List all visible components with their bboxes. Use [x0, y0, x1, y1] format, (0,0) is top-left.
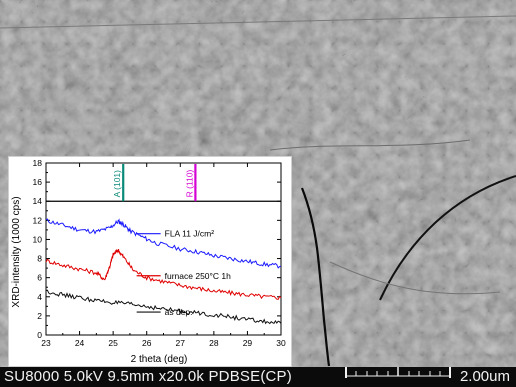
series-line [45, 218, 282, 269]
x-tick-label: 30 [276, 338, 286, 348]
y-tick-label: 16 [33, 177, 43, 187]
legend-label: FLA 11 J/cm² [165, 229, 215, 239]
sem-crack-vertical [300, 187, 331, 367]
scale-bar [345, 367, 451, 378]
y-tick-label: 18 [33, 158, 43, 168]
y-tick-label: 6 [37, 273, 42, 283]
y-tick-label: 8 [37, 254, 42, 264]
sem-status-bar: SU8000 5.0kV 9.5mm x20.0k PDBSE(CP) 2.00… [0, 367, 516, 387]
y-tick-label: 4 [37, 292, 42, 302]
legend-label: furnace 250°C 1h [165, 271, 232, 281]
y-tick-label: 0 [37, 330, 42, 340]
chart-y-axis-label: XRD-intensity (1000 cps) [11, 196, 22, 307]
y-tick-label: 14 [33, 196, 43, 206]
sem-scratch-faint [269, 139, 471, 151]
series-line [45, 248, 282, 300]
xrd-chart-svg: XRD-intensity (1000 cps) 2 theta (deg) 0… [11, 158, 286, 365]
x-tick-label: 27 [176, 338, 186, 348]
x-tick-label: 23 [41, 338, 51, 348]
x-tick-label: 25 [108, 338, 118, 348]
y-tick-label: 10 [33, 234, 43, 244]
scale-bar-label: 2.00um [459, 368, 510, 385]
sem-edge-seam [0, 15, 516, 29]
x-tick-label: 24 [75, 338, 85, 348]
reference-line-label: A (101) [112, 170, 122, 198]
xrd-inset-chart: XRD-intensity (1000 cps) 2 theta (deg) 0… [8, 156, 292, 367]
y-tick-label: 12 [33, 215, 43, 225]
legend-label: as dep. [165, 307, 193, 317]
series-line [45, 289, 282, 325]
sem-parameters-text: SU8000 5.0kV 9.5mm x20.0k PDBSE(CP) [4, 368, 292, 385]
x-tick-label: 26 [142, 338, 152, 348]
sem-scratch-faint-2 [329, 261, 501, 295]
sem-crack-curved [379, 175, 516, 301]
reference-line-label: R (110) [184, 170, 194, 198]
chart-x-axis-label: 2 theta (deg) [131, 354, 188, 365]
y-tick-label: 2 [37, 311, 42, 321]
chart-plot-frame [45, 162, 282, 336]
x-tick-label: 29 [243, 338, 253, 348]
x-tick-label: 28 [209, 338, 219, 348]
